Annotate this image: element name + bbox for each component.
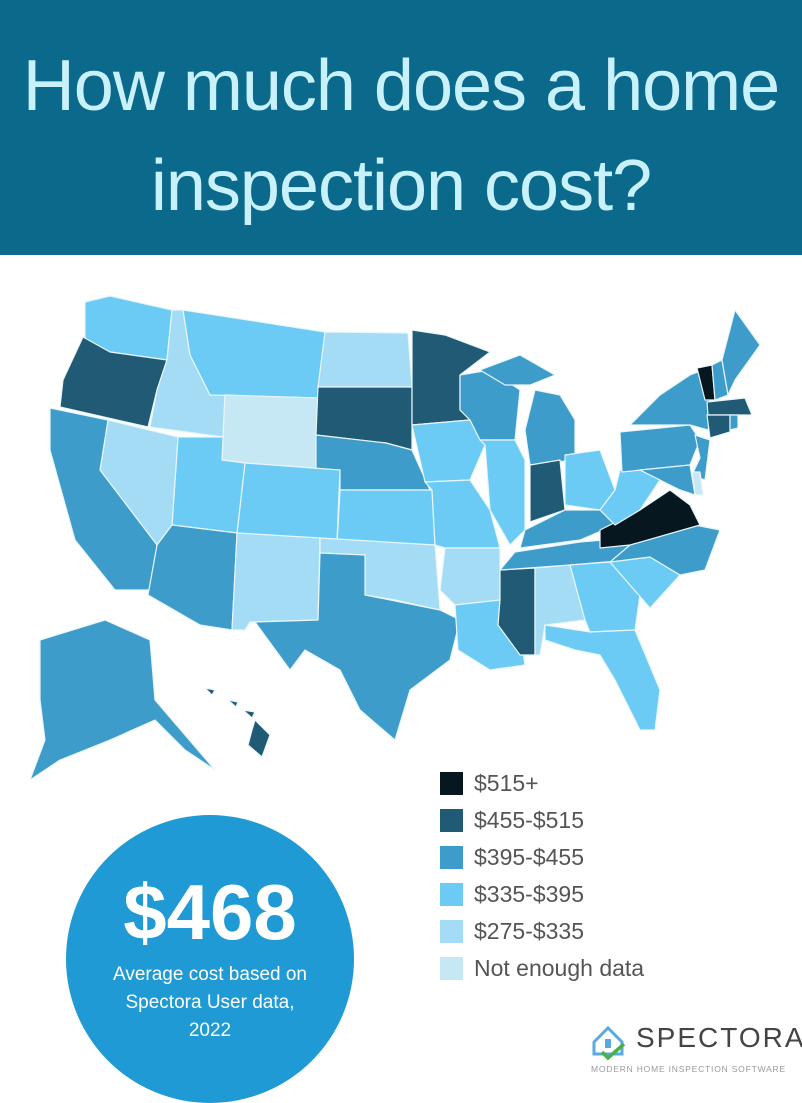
legend-item: $275-$335: [440, 913, 780, 950]
header-banner: How much does a home inspection cost?: [0, 0, 802, 255]
state-va: [599, 489, 701, 549]
state-shape: [411, 419, 486, 483]
state-ar: [439, 547, 501, 606]
state-shape: [439, 547, 501, 606]
state-pa: [619, 424, 701, 473]
state-nd: [317, 331, 413, 388]
state-shape: [227, 699, 239, 708]
state-shape: [247, 719, 271, 758]
state-co: [236, 462, 341, 541]
state-ct: [706, 414, 731, 439]
state-shape: [479, 354, 556, 386]
state-shape: [182, 309, 326, 399]
state-shape: [236, 462, 341, 541]
state-shape: [729, 414, 739, 431]
legend-item: $455-$515: [440, 802, 780, 839]
legend: $515+ $455-$515 $395-$455 $335-$395 $275…: [440, 765, 780, 987]
average-cost-value: $468: [123, 868, 297, 956]
state-shape: [524, 389, 576, 466]
state-shape: [544, 624, 661, 731]
state-shape: [29, 619, 216, 781]
state-shape: [317, 331, 413, 388]
legend-swatch: [440, 957, 463, 980]
state-de: [691, 471, 704, 496]
state-shape: [706, 397, 753, 416]
legend-swatch: [440, 920, 463, 943]
state-hi: [204, 687, 271, 758]
state-ak: [29, 619, 216, 781]
state-wy: [221, 394, 319, 471]
us-choropleth-map: [29, 295, 761, 781]
state-shape: [221, 394, 319, 471]
state-shape: [706, 414, 731, 439]
spectora-logo: SPECTORA MODERN HOME INSPECTION SOFTWARE: [591, 1022, 802, 1074]
legend-item: Not enough data: [440, 950, 780, 987]
average-cost-caption: Average cost based on Spectora User data…: [112, 964, 307, 1041]
state-shape: [479, 439, 526, 546]
state-ma: [706, 397, 753, 416]
state-ks: [336, 489, 436, 546]
state-shape: [242, 709, 256, 719]
state-tx: [254, 552, 461, 741]
state-nm: [231, 532, 321, 631]
title-line-1: How much does a home: [22, 46, 780, 126]
legend-swatch: [440, 846, 463, 869]
state-ri: [729, 414, 739, 431]
average-cost-circle: $468 Average cost based on Spectora User…: [66, 815, 354, 1103]
state-shape: [639, 464, 696, 496]
state-shape: [147, 524, 238, 631]
state-shape: [254, 552, 461, 741]
state-shape: [204, 687, 216, 696]
state-shape: [336, 489, 436, 546]
state-az: [147, 524, 238, 631]
state-shape: [599, 489, 701, 549]
legend-item: $395-$455: [440, 839, 780, 876]
state-fl: [544, 624, 661, 731]
state-mi: [479, 354, 576, 466]
state-shape: [231, 532, 321, 631]
state-md: [639, 464, 696, 496]
legend-item: $335-$395: [440, 876, 780, 913]
title-line-2: inspection cost?: [150, 146, 652, 226]
state-shape: [619, 424, 701, 473]
state-me: [721, 309, 761, 396]
state-ia: [411, 419, 486, 483]
state-or: [59, 336, 168, 428]
state-shape: [59, 336, 168, 428]
state-mt: [182, 309, 326, 399]
legend-swatch: [440, 809, 463, 832]
state-il: [479, 439, 526, 546]
legend-item: $515+: [440, 765, 780, 802]
legend-swatch: [440, 772, 463, 795]
state-shape: [721, 309, 761, 396]
legend-swatch: [440, 883, 463, 906]
state-shape: [691, 471, 704, 496]
house-check-icon: [592, 1025, 626, 1061]
